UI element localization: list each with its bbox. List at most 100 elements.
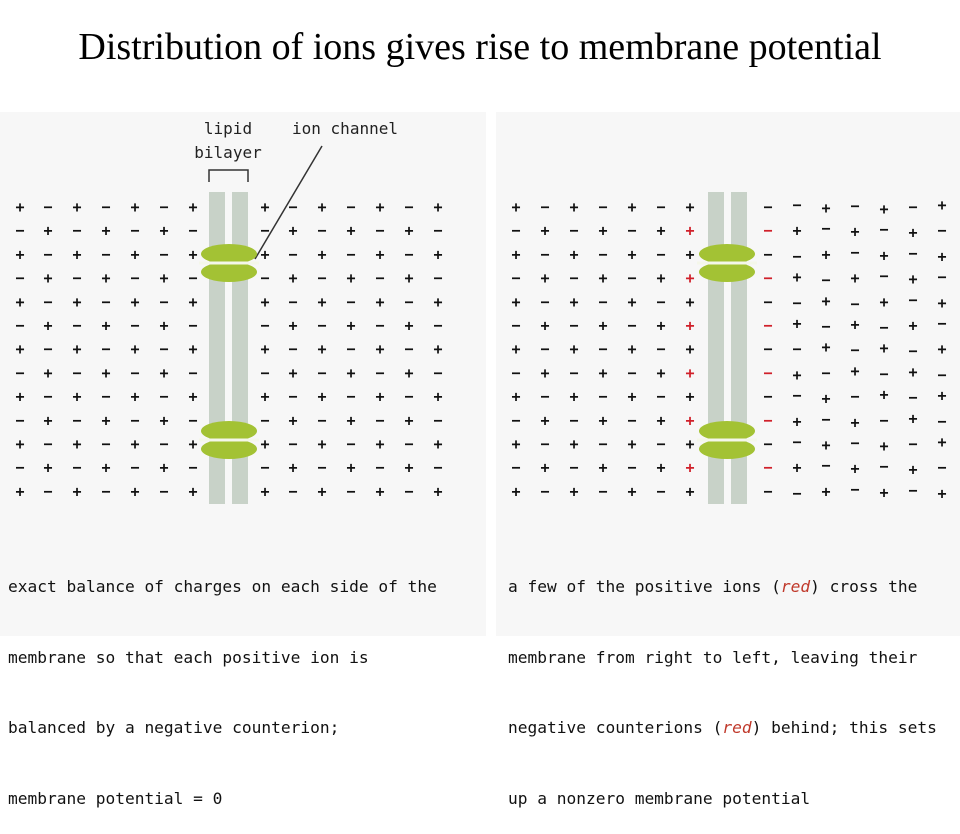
negative-ion: − (433, 459, 442, 477)
positive-ion: + (43, 222, 52, 240)
positive-ion: + (540, 411, 549, 429)
negative-ion: − (821, 271, 830, 289)
positive-ion: + (404, 317, 413, 335)
negative-ion: − (404, 293, 413, 311)
positive-ion: + (130, 482, 139, 500)
bilayer-label: bilayer (194, 143, 262, 162)
positive-ion: + (792, 459, 801, 477)
positive-ion: + (792, 315, 801, 333)
positive-ion: + (72, 340, 81, 358)
negative-ion: − (317, 317, 326, 335)
crossed-positive-ion: + (685, 222, 694, 240)
negative-ion: − (908, 481, 917, 499)
negative-ion: − (288, 482, 297, 500)
positive-ion: + (850, 269, 859, 287)
positive-ion: + (15, 293, 24, 311)
negative-ion: − (656, 198, 665, 216)
positive-ion: + (72, 293, 81, 311)
positive-ion: + (598, 317, 607, 335)
negative-ion: − (879, 411, 888, 429)
positive-ion: + (540, 222, 549, 240)
positive-ion: + (317, 340, 326, 358)
negative-ion: − (346, 435, 355, 453)
negative-ion: − (879, 319, 888, 337)
positive-ion: + (375, 482, 384, 500)
left-behind-negative-ion: − (763, 269, 772, 287)
positive-ion: + (879, 437, 888, 455)
ion-channel-pore (199, 261, 259, 265)
negative-ion: − (317, 459, 326, 477)
negative-ion: − (72, 269, 81, 287)
positive-ion: + (346, 222, 355, 240)
positive-ion: + (288, 317, 297, 335)
positive-ion: + (821, 292, 830, 310)
negative-ion: − (627, 459, 636, 477)
positive-ion: + (15, 482, 24, 500)
positive-ion: + (792, 412, 801, 430)
negative-ion: − (821, 364, 830, 382)
positive-ion: + (317, 293, 326, 311)
left-behind-negative-ion: − (763, 222, 772, 240)
positive-ion: + (627, 435, 636, 453)
negative-ion: − (433, 269, 442, 287)
negative-ion: − (937, 366, 946, 384)
left-behind-negative-ion: − (763, 459, 772, 477)
positive-ion: + (72, 388, 81, 406)
positive-ion: + (159, 222, 168, 240)
negative-ion: − (404, 482, 413, 500)
positive-ion: + (821, 338, 830, 356)
negative-ion: − (130, 411, 139, 429)
positive-ion: + (908, 270, 917, 288)
negative-ion: − (569, 364, 578, 382)
negative-ion: − (540, 482, 549, 500)
negative-ion: − (317, 222, 326, 240)
ion-channel (699, 421, 755, 441)
positive-ion: + (685, 435, 694, 453)
positive-ion: + (375, 435, 384, 453)
negative-ion: − (288, 340, 297, 358)
negative-ion: − (130, 222, 139, 240)
negative-ion: − (656, 482, 665, 500)
positive-ion: + (937, 247, 946, 265)
positive-ion: + (511, 482, 520, 500)
positive-ion: + (72, 482, 81, 500)
positive-ion: + (130, 340, 139, 358)
negative-ion: − (908, 291, 917, 309)
crossed-positive-ion: + (685, 459, 694, 477)
positive-ion: + (879, 200, 888, 218)
left-behind-negative-ion: − (763, 317, 772, 335)
negative-ion: − (43, 245, 52, 263)
positive-ion: + (260, 293, 269, 311)
negative-ion: − (850, 434, 859, 452)
negative-ion: − (937, 412, 946, 430)
negative-ion: − (598, 435, 607, 453)
crossed-positive-ion: + (685, 411, 694, 429)
negative-ion: − (346, 245, 355, 263)
negative-ion: − (850, 295, 859, 313)
positive-ion: + (101, 222, 110, 240)
positive-ion: + (821, 199, 830, 217)
negative-ion: − (288, 435, 297, 453)
positive-ion: + (656, 364, 665, 382)
positive-ion: + (656, 459, 665, 477)
negative-ion: − (598, 340, 607, 358)
negative-ion: − (43, 435, 52, 453)
negative-ion: − (404, 198, 413, 216)
crossed-positive-ion: + (685, 317, 694, 335)
positive-ion: + (260, 482, 269, 500)
positive-ion: + (288, 459, 297, 477)
positive-ion: + (627, 482, 636, 500)
negative-ion: − (540, 435, 549, 453)
negative-ion: − (569, 459, 578, 477)
negative-ion: − (43, 293, 52, 311)
positive-ion: + (188, 388, 197, 406)
negative-ion: − (511, 364, 520, 382)
negative-ion: − (43, 198, 52, 216)
negative-ion: − (72, 364, 81, 382)
positive-ion: + (433, 293, 442, 311)
negative-ion: − (627, 411, 636, 429)
positive-ion: + (43, 317, 52, 335)
right-caption: a few of the positive ions (red) cross t… (508, 528, 937, 834)
negative-ion: − (879, 267, 888, 285)
positive-ion: + (598, 269, 607, 287)
